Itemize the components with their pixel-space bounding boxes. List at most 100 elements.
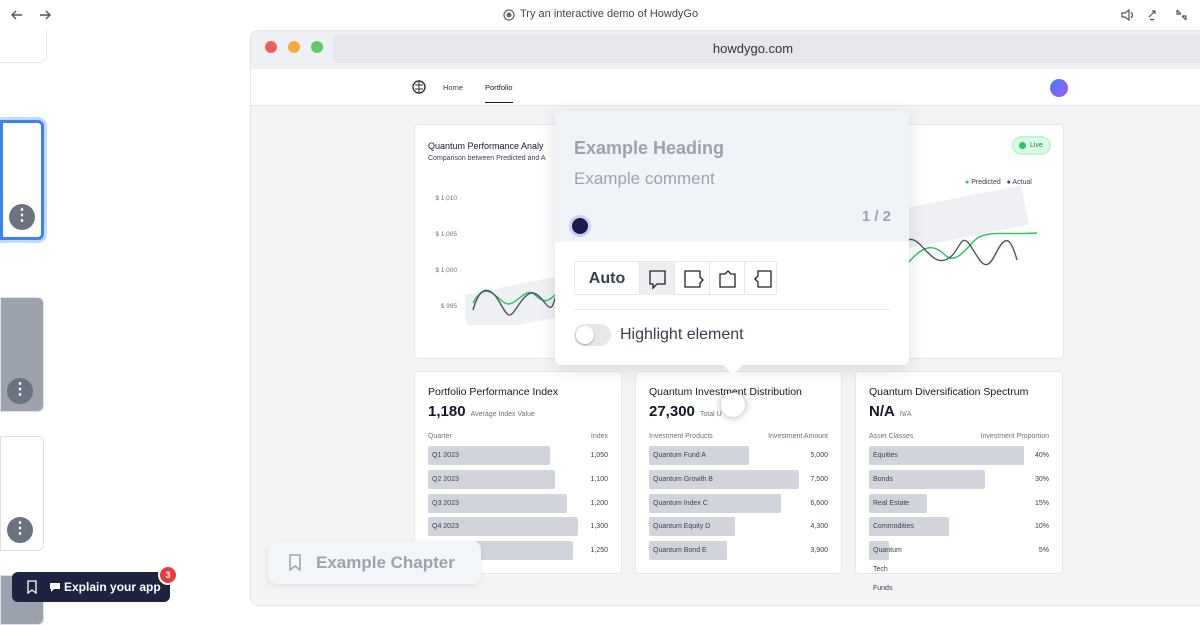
window-controls[interactable] — [263, 40, 327, 54]
row-value: 3,900 — [810, 547, 828, 555]
step-counter: 1 / 2 — [861, 208, 891, 225]
slide-thumbnail[interactable]: ⋮ — [0, 297, 44, 412]
row-value: 4,300 — [810, 523, 828, 531]
avatar[interactable] — [1050, 79, 1068, 97]
column-header: Asset Classes — [869, 433, 914, 440]
app-logo[interactable] — [412, 80, 426, 94]
live-dot — [1019, 142, 1026, 149]
browser-titlebar: howdygo.com — [251, 31, 1200, 69]
notification-badge: 3 — [158, 565, 178, 585]
divider — [574, 309, 890, 310]
slide-thumbnail[interactable]: ⋮ — [0, 120, 44, 240]
caption: Total U — [699, 411, 722, 418]
row-value: 5,000 — [810, 452, 828, 459]
row-bar: Equities — [869, 446, 1024, 465]
row-value: 1,050 — [590, 452, 608, 459]
row-bar: Q2 2023 — [428, 469, 555, 489]
url-bar[interactable]: howdygo.com — [333, 34, 1200, 63]
y-label: $ 1,010 — [435, 195, 457, 202]
row-bar: Quantum Index C — [649, 493, 781, 513]
column-header: Investment Proportion — [980, 433, 1049, 440]
app-nav: Home Portfolio — [251, 69, 1200, 106]
legend: ● Predicted ● Actual — [965, 179, 1032, 186]
card-title: Quantum Performance Analy — [428, 141, 544, 151]
explain-label[interactable]: Explain your app — [64, 580, 161, 594]
summary-card: Quantum Diversification Spectrum N/A N/A As… — [855, 371, 1063, 592]
row-bar: Commodities — [869, 517, 949, 537]
chapter-label[interactable]: Example Chapter — [316, 553, 455, 572]
column-header: Investment Amount — [768, 433, 828, 440]
column-header: Index — [590, 433, 608, 440]
row-value: 1,250 — [590, 547, 608, 555]
column-header: Investment Products — [649, 433, 713, 440]
row-value: 5% — [1038, 547, 1049, 555]
placement-option[interactable] — [709, 262, 744, 295]
nav-link-active[interactable]: Portfolio — [485, 83, 513, 103]
live-text: Live — [1030, 142, 1043, 149]
popup-header — [555, 111, 909, 242]
toolbar-icons[interactable] — [1120, 8, 1190, 22]
card-value: N/A N/A — [869, 403, 912, 420]
row-bar: Bonds — [869, 469, 985, 489]
popup-comment[interactable]: Example comment — [574, 169, 715, 188]
placement-group: Auto — [574, 261, 777, 295]
card-title: Quantum Diversification Spectrum — [869, 386, 1029, 398]
row-value: 10% — [1034, 523, 1049, 531]
explain-button[interactable]: Explain your app 3 — [12, 565, 178, 602]
row-bar: Quantum Tech Funds — [869, 541, 902, 592]
highlight-toggle[interactable] — [574, 324, 611, 346]
row-value: 1,200 — [590, 499, 608, 507]
card-value: 1,180 Average Index Value — [428, 403, 535, 420]
avatar-dot — [572, 218, 588, 234]
tour-popup: Example Heading Example comment 1 / 2 Au… — [555, 111, 909, 375]
y-label: $ 1,000 — [435, 267, 457, 274]
row-bar: Quantum Bond E — [649, 541, 727, 561]
summary-card: Portfolio Performance Index 1,180 Average … — [414, 371, 622, 574]
row-bar: Q4 2023 — [428, 517, 578, 537]
card-value: 27,300 Total U — [649, 403, 722, 420]
row-value: 1,100 — [590, 475, 608, 483]
row-bar: Quantum Growth B — [649, 469, 799, 489]
slide-thumbnail[interactable]: ⋮ — [0, 436, 44, 551]
card-title: Quantum Investment Distribution — [649, 386, 802, 398]
value: 1,180 — [428, 403, 466, 420]
auto-button[interactable]: Auto — [588, 270, 626, 287]
y-label: $ 995 — [440, 303, 457, 310]
placement-option[interactable] — [744, 262, 779, 295]
placement-option[interactable] — [639, 262, 674, 295]
row-bar: Q1 2023 — [428, 446, 550, 465]
row-bar: Quantum Equity D — [649, 517, 735, 537]
column-header: Quarter — [428, 433, 452, 440]
row-value: 15% — [1034, 499, 1049, 507]
row-bar: Q3 2023 — [428, 493, 567, 513]
sidebar: ⋮ ⋮ ⋮ — [0, 30, 250, 625]
legend-item: Predicted — [971, 179, 1001, 186]
value: 27,300 — [649, 403, 695, 420]
card-subtitle: Comparison between Predicted and A — [428, 155, 546, 162]
row-value: 1,300 — [590, 523, 608, 531]
live-badge: Live — [1014, 138, 1049, 153]
demo-title: Try an interactive demo of HowdyGo — [520, 8, 699, 20]
value: N/A — [869, 403, 895, 420]
chapter-pill[interactable]: Example Chapter — [268, 541, 481, 584]
popup-heading[interactable]: Example Heading — [574, 138, 725, 158]
nav-link[interactable]: Home — [443, 83, 464, 92]
toggle-label[interactable]: Highlight element — [620, 326, 744, 343]
row-value: 40% — [1034, 452, 1049, 459]
hotspot[interactable] — [721, 393, 745, 417]
y-label: $ 1,005 — [435, 231, 457, 238]
legend-item: Actual — [1012, 179, 1032, 186]
demo-icon — [503, 9, 515, 21]
row-value: 30% — [1034, 475, 1049, 483]
caption: Average Index Value — [470, 411, 535, 418]
row-value: 6,600 — [810, 499, 828, 507]
row-bar: Real Estate — [869, 493, 927, 513]
sidebar-card — [0, 30, 47, 63]
top-bar: Try an interactive demo of HowdyGo — [0, 0, 1200, 30]
row-bar: Quantum Fund A — [649, 446, 749, 465]
nav-arrows[interactable] — [10, 8, 56, 22]
placement-option[interactable] — [674, 262, 709, 295]
card-title: Portfolio Performance Index — [428, 386, 559, 398]
